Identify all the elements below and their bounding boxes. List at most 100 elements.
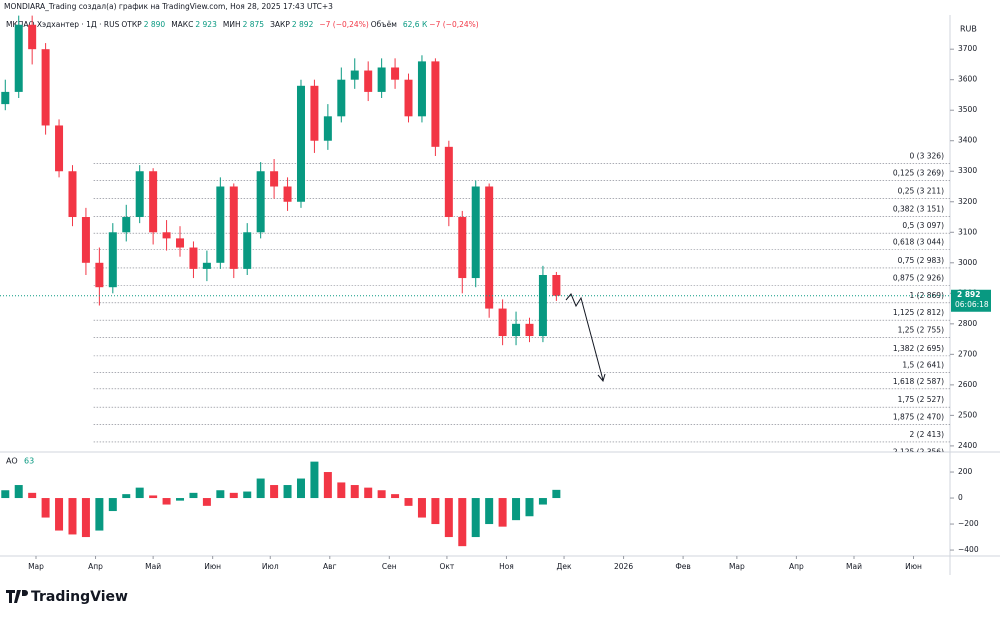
y-tick-label: 2700: [958, 349, 977, 358]
y-tick-label: 2400: [958, 441, 977, 450]
ao-bar: [538, 498, 547, 505]
candle-body: [310, 85, 319, 141]
legend-item: МИН: [223, 20, 241, 29]
candle-body: [350, 70, 359, 80]
candle-body: [471, 186, 480, 279]
ao-bar: [270, 485, 279, 499]
y-tick-label: 3500: [958, 105, 977, 114]
y-tick-label: 2800: [958, 319, 977, 328]
ao-bar: [525, 498, 534, 517]
ao-bar: [323, 472, 332, 499]
ao-bar: [122, 494, 131, 499]
candle-body: [404, 79, 413, 117]
candle-body: [323, 116, 332, 141]
y-tick-label: 3700: [958, 44, 977, 53]
x-tick-label: Июл: [262, 562, 279, 571]
candle-body: [270, 171, 279, 187]
legend-item: −7 (−0,24%): [319, 20, 368, 29]
x-tick-label: Май: [846, 562, 862, 571]
y-tick-label: 3100: [958, 227, 977, 236]
fib-label: 1,382 (2 695): [893, 344, 944, 353]
candle-body: [216, 186, 225, 263]
candle-body: [202, 262, 211, 269]
x-tick-label: Авг: [323, 562, 337, 571]
candle-body: [243, 232, 252, 269]
fib-label: 0 (3 326): [910, 151, 945, 160]
y-tick-label: 2500: [958, 410, 977, 419]
legend-item: ОТКР: [121, 20, 142, 29]
candle-body: [256, 171, 265, 233]
fib-label: 0,125 (3 269): [893, 169, 944, 178]
candle-body: [552, 275, 561, 296]
ao-bar: [176, 498, 185, 501]
candle-body: [122, 217, 131, 233]
ao-bar: [216, 490, 225, 499]
x-tick-label: Сен: [382, 562, 397, 571]
ao-bar: [404, 498, 413, 506]
ao-bar: [458, 498, 467, 547]
ao-bar: [1, 490, 10, 499]
legend-item: 62,6 К: [403, 20, 428, 29]
x-tick-label: Май: [145, 562, 161, 571]
legend-item: 2 923: [195, 20, 217, 29]
candle-body: [41, 49, 50, 126]
y-tick-label: 2600: [958, 380, 977, 389]
fib-label: 1,125 (2 812): [893, 308, 944, 317]
fib-label: 0,875 (2 926): [893, 273, 944, 282]
ao-tick-label: −200: [958, 519, 979, 528]
legend: МКПАО Хэдхантер · 1Д · RUS ОТКР 2 890 МАКС 2…: [6, 20, 479, 29]
ao-bar: [283, 485, 292, 499]
y-tick-label: 3000: [958, 258, 977, 267]
brand-name: TradingView: [31, 589, 128, 605]
candle-body: [135, 171, 144, 218]
ao-bar: [350, 485, 359, 499]
ao-bar: [135, 487, 144, 499]
fib-label: 0,75 (2 983): [898, 256, 944, 265]
fib-label: 1,875 (2 470): [893, 413, 944, 422]
candle-body: [377, 67, 386, 92]
candle-body: [68, 171, 77, 218]
x-tick-label: Мар: [28, 562, 44, 571]
ao-bar: [552, 489, 561, 499]
last-price-tag: [951, 289, 991, 312]
candle-body: [337, 79, 346, 117]
fib-label: 0,382 (3 151): [893, 205, 944, 214]
candle-body: [176, 238, 185, 248]
x-tick-label: Июн: [204, 562, 221, 571]
ao-title: AO: [6, 457, 18, 466]
candle-body: [81, 217, 90, 263]
ao-bar: [485, 498, 494, 525]
ao-bar: [149, 495, 158, 499]
legend-item: Объём: [371, 20, 397, 29]
candle-body: [364, 70, 373, 92]
ao-bar: [444, 498, 453, 538]
candle-body: [149, 171, 158, 233]
fib-label: 0,618 (3 044): [893, 237, 944, 246]
ao-bar: [498, 498, 507, 527]
ao-tick-label: 200: [958, 467, 973, 476]
candle-body: [538, 275, 547, 337]
ao-bar: [189, 492, 198, 499]
ao-pane: [1, 461, 561, 547]
projection-arrow: [565, 293, 606, 383]
ao-bar: [28, 492, 37, 499]
x-tick-label: Окт: [440, 562, 455, 571]
candle-body: [162, 232, 171, 239]
last-price-timer: 06:06:18: [955, 300, 989, 309]
ao-bar: [512, 498, 521, 521]
x-tick-label: Мар: [729, 562, 745, 571]
ao-bar: [229, 492, 238, 499]
candle-body: [55, 125, 64, 172]
candle-body: [1, 91, 10, 105]
x-tick-label: Ноя: [499, 562, 514, 571]
candle-body: [431, 61, 440, 147]
ao-bar: [471, 498, 480, 538]
candle-body: [28, 24, 37, 50]
y-tick-label: 3600: [958, 75, 977, 84]
candle-body: [108, 232, 117, 288]
candle-body: [417, 61, 426, 117]
x-tick-label: Дек: [557, 562, 572, 571]
ao-bar: [68, 498, 77, 535]
ao-bar: [162, 498, 171, 505]
legend-item: МАКС: [171, 20, 193, 29]
